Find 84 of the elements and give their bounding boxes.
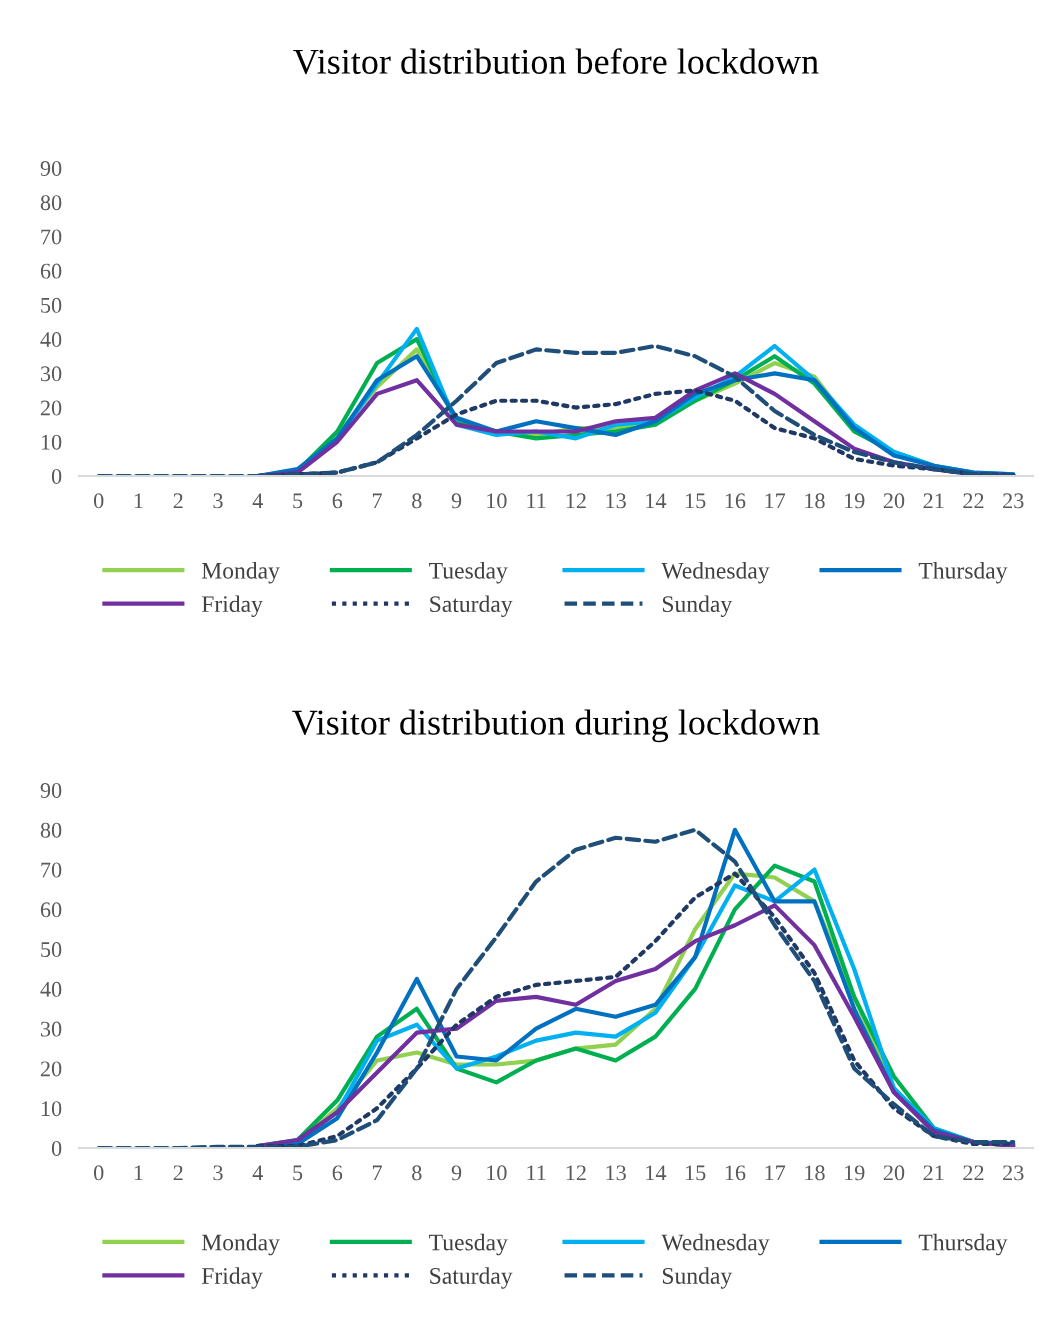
x-tick-label: 15 [685, 1165, 706, 1181]
y-tick-label: 80 [40, 822, 62, 838]
chart-title: Visitor distribution during lockdown [292, 709, 820, 743]
x-tick-label: 4 [252, 1165, 263, 1181]
legend-label: Sunday [662, 595, 733, 617]
x-tick-label: 2 [173, 493, 183, 509]
x-tick-label: 10 [487, 1165, 507, 1181]
y-tick-label: 70 [41, 229, 62, 245]
x-tick-label: 10 [487, 493, 507, 509]
legend-label: Thursday [918, 562, 1008, 584]
y-tick-label: 90 [40, 782, 62, 798]
x-tick-label: 21 [923, 493, 944, 509]
legend-label: Monday [201, 562, 280, 584]
x-tick-label: 19 [845, 1165, 865, 1181]
x-tick-label: 12 [566, 493, 586, 509]
x-tick-label: 6 [332, 493, 343, 509]
x-tick-label: 11 [527, 1165, 546, 1181]
y-tick-label: 10 [41, 1101, 62, 1117]
x-tick-label: 9 [451, 493, 462, 509]
legend-label: Saturday [430, 595, 513, 617]
x-tick-label: 19 [845, 493, 865, 509]
y-tick-label: 80 [40, 195, 62, 211]
x-tick-label: 20 [883, 1165, 905, 1181]
legend-label: Saturday [430, 1267, 513, 1289]
y-tick-label: 50 [41, 297, 62, 313]
x-tick-label: 8 [412, 493, 422, 509]
x-tick-label: 6 [332, 1165, 343, 1181]
legend-label: Thursday [918, 1233, 1008, 1256]
x-tick-label: 12 [566, 1165, 586, 1181]
x-tick-label: 16 [725, 493, 746, 509]
x-tick-label: 3 [213, 493, 223, 509]
x-tick-label: 5 [293, 1165, 303, 1181]
x-tick-label: 23 [1003, 493, 1024, 509]
y-tick-label: 0 [51, 468, 62, 484]
x-tick-label: 17 [765, 1165, 786, 1181]
x-tick-label: 18 [805, 493, 825, 509]
legend-label: Sunday [662, 1267, 733, 1289]
legend-label: Friday [201, 595, 263, 617]
legend-label: Tuesday [429, 1233, 508, 1256]
x-tick-label: 2 [173, 1165, 183, 1181]
x-tick-label: 16 [725, 1165, 746, 1181]
legend-label: Monday [201, 1233, 280, 1256]
y-tick-label: 20 [40, 1061, 62, 1077]
legend-label: Wednesday [661, 1233, 770, 1256]
y-tick-label: 70 [41, 862, 62, 878]
x-tick-label: 13 [606, 493, 626, 509]
x-tick-label: 14 [646, 493, 667, 509]
legend-label: Tuesday [429, 562, 508, 584]
x-tick-label: 5 [293, 493, 303, 509]
x-tick-label: 17 [765, 493, 786, 509]
x-tick-label: 3 [213, 1165, 223, 1181]
x-tick-label: 13 [606, 1165, 626, 1181]
y-tick-label: 40 [40, 332, 62, 348]
y-tick-label: 20 [40, 400, 62, 416]
legend-label: Wednesday [661, 562, 770, 584]
x-tick-label: 15 [685, 493, 706, 509]
x-tick-label: 20 [883, 493, 905, 509]
y-tick-label: 90 [40, 160, 62, 176]
y-tick-label: 60 [40, 263, 62, 279]
x-tick-label: 22 [963, 1165, 984, 1181]
y-tick-label: 50 [41, 942, 62, 958]
x-tick-label: 14 [646, 1165, 667, 1181]
x-tick-label: 4 [252, 493, 263, 509]
x-tick-label: 9 [451, 1165, 462, 1181]
legend-label: Friday [201, 1267, 263, 1289]
x-tick-label: 7 [372, 1165, 382, 1181]
y-tick-label: 30 [41, 366, 62, 382]
x-tick-label: 1 [134, 1165, 143, 1181]
x-tick-label: 1 [134, 493, 143, 509]
x-tick-label: 23 [1003, 1165, 1024, 1181]
x-tick-label: 0 [94, 493, 104, 509]
x-tick-label: 11 [527, 493, 546, 509]
chart-title: Visitor distribution before lockdown [293, 48, 819, 75]
x-tick-label: 18 [805, 1165, 825, 1181]
y-tick-label: 40 [40, 981, 62, 997]
y-tick-label: 0 [51, 1140, 62, 1156]
x-tick-label: 0 [94, 1165, 104, 1181]
x-tick-label: 22 [963, 493, 984, 509]
y-tick-label: 60 [40, 902, 62, 918]
y-tick-label: 30 [41, 1021, 62, 1037]
x-tick-label: 21 [923, 1165, 944, 1181]
y-tick-label: 10 [41, 434, 62, 450]
x-tick-label: 8 [412, 1165, 422, 1181]
x-tick-label: 7 [372, 493, 382, 509]
